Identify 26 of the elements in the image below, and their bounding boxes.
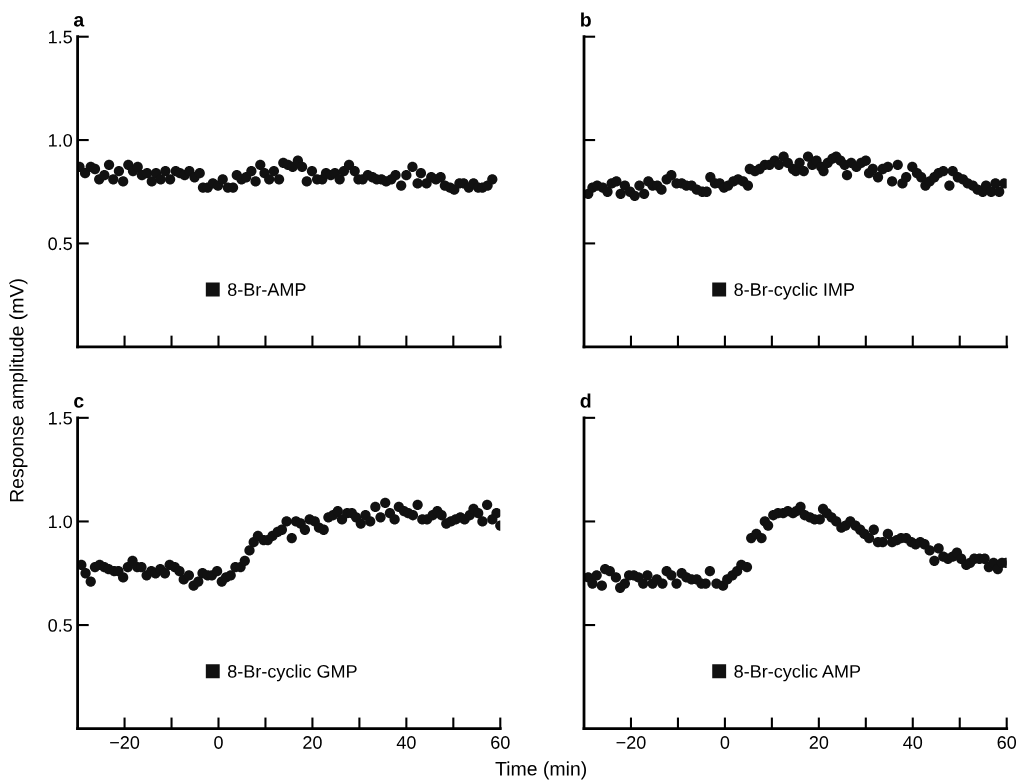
x-tick-label: 60 — [491, 736, 510, 749]
x-tick-label: 40 — [903, 736, 923, 749]
x-tick-label: 0 — [214, 736, 223, 749]
legend-label: 8-Br-cyclic AMP — [734, 664, 861, 682]
x-tick-label: 40 — [396, 736, 416, 749]
x-axis-title: Time (min) — [495, 761, 587, 780]
chart-title: c — [74, 397, 84, 408]
chart-title: d — [580, 393, 591, 408]
y-tick-label: 1.5 — [49, 30, 72, 44]
x-tick-label: 0 — [720, 736, 730, 749]
x-tick-label: 20 — [303, 736, 322, 749]
y-tick-label: 0.5 — [48, 237, 72, 251]
legend-label: 8-Br-cyclic IMP — [734, 282, 855, 300]
chart-title: b — [581, 12, 591, 27]
legend-label: 8-Br-cyclic GMP — [228, 664, 357, 682]
x-tick-label: 20 — [809, 736, 829, 749]
y-tick-label: 1.0 — [49, 133, 73, 147]
chart-title: a — [73, 16, 85, 27]
x-tick-label: 60 — [997, 736, 1017, 749]
y-axis-title: Response amplitude (mV) — [9, 279, 28, 502]
legend-label: 8-Br-AMP — [228, 283, 306, 296]
y-tick-label: 1.0 — [49, 515, 73, 529]
x-tick-label: −20 — [616, 736, 646, 749]
y-tick-label: 1.5 — [49, 411, 72, 425]
y-tick-label: 0.5 — [48, 618, 72, 632]
x-tick-label: −20 — [110, 736, 140, 749]
